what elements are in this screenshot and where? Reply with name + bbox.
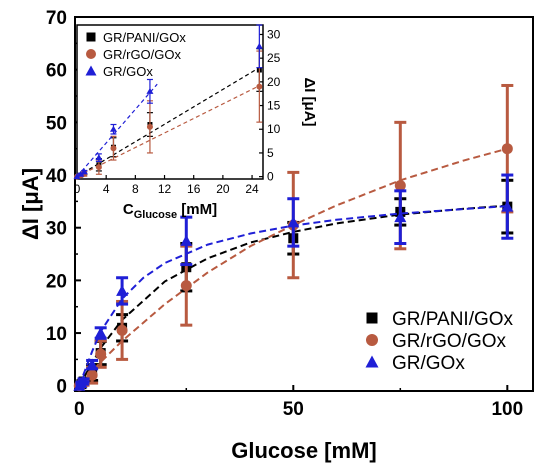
x-axis-label: Glucose [mM] bbox=[231, 438, 376, 463]
inset-data-point bbox=[109, 125, 117, 132]
inset-x-axis-label: CGlucose [mM] bbox=[123, 201, 217, 221]
inset-x-tick-label: 4 bbox=[103, 182, 110, 196]
inset-y-tick-label: 30 bbox=[267, 27, 281, 41]
inset-legend-label: GR/PANI/GOx bbox=[103, 30, 186, 45]
y-tick-label: 20 bbox=[46, 271, 67, 292]
inset-y-tick-label: 5 bbox=[267, 146, 274, 160]
inset-data-point bbox=[256, 83, 263, 90]
data-point bbox=[77, 374, 90, 386]
inset-x-tick-label: 20 bbox=[216, 182, 230, 196]
inset-y-tick-label: 15 bbox=[267, 99, 281, 113]
data-point bbox=[501, 143, 513, 155]
inset-y-tick-label: 20 bbox=[267, 75, 281, 89]
inset-legend-label: GR/GOx bbox=[103, 64, 153, 79]
y-tick-label: 0 bbox=[56, 377, 67, 398]
data-point bbox=[180, 280, 192, 292]
main-plot-frame bbox=[74, 16, 534, 392]
inset-x-tick-label: 16 bbox=[187, 182, 201, 196]
x-tick-label: 50 bbox=[283, 399, 304, 420]
inset-chart: 0 4 8 12 16 20 24 0 5 10 15 20 25 30 CGlucose [mM] ΔI [… bbox=[73, 24, 318, 221]
y-tick-label: 40 bbox=[46, 166, 67, 187]
inset-plot-frame bbox=[76, 24, 264, 180]
y-tick-label: 10 bbox=[46, 324, 67, 345]
inset-x-label-sub: Glucose bbox=[134, 209, 177, 221]
inset-data-point bbox=[80, 168, 88, 175]
legend-label: GR/GOx bbox=[392, 353, 465, 374]
data-point bbox=[394, 180, 406, 192]
data-point bbox=[95, 348, 107, 360]
legend-marker bbox=[366, 312, 378, 324]
data-point bbox=[86, 358, 99, 370]
legend-label: GR/rGO/GOx bbox=[392, 331, 507, 352]
inset-y-tick-label: 10 bbox=[267, 122, 281, 136]
inset-x-tick-label: 24 bbox=[245, 182, 259, 196]
fit-curve bbox=[78, 204, 508, 387]
inset-data-point bbox=[146, 87, 154, 94]
data-point bbox=[180, 234, 193, 246]
data-point bbox=[94, 327, 107, 339]
y-tick-label: 70 bbox=[46, 8, 67, 29]
inset-data-point bbox=[95, 164, 102, 171]
y-tick-label: 50 bbox=[46, 113, 67, 134]
inset-series-triangle bbox=[73, 24, 263, 180]
x-tick-label: 100 bbox=[491, 399, 523, 420]
inset-legend-marker bbox=[86, 32, 96, 42]
y-axis-label: ΔI [μA] bbox=[18, 168, 43, 240]
inset-data-point bbox=[95, 154, 103, 161]
legend-label: GR/PANI/GOx bbox=[392, 309, 514, 330]
inset-data-point bbox=[77, 170, 85, 177]
data-point bbox=[394, 211, 407, 223]
inset-data-point bbox=[73, 173, 81, 180]
x-tick-label: 0 bbox=[74, 399, 85, 420]
inset-legend-label: GR/rGO/GOx bbox=[103, 47, 182, 62]
fit-curve bbox=[78, 147, 508, 387]
inset-y-tick-label: 0 bbox=[267, 170, 274, 184]
y-tick-label: 60 bbox=[46, 61, 67, 82]
legend-marker bbox=[366, 334, 378, 346]
inset-fit-line bbox=[76, 85, 260, 178]
data-point bbox=[116, 324, 128, 336]
inset-x-tick-label: 0 bbox=[74, 182, 81, 196]
inset-x-tick-label: 8 bbox=[132, 182, 139, 196]
y-tick-label: 30 bbox=[46, 219, 67, 240]
inset-data-point bbox=[255, 42, 263, 49]
inset-x-label-unit: [mM] bbox=[177, 201, 217, 218]
inset-data-point bbox=[146, 123, 153, 130]
data-point bbox=[116, 284, 129, 296]
inset-y-tick-label: 25 bbox=[267, 51, 281, 65]
inset-fit-line bbox=[76, 67, 260, 178]
series-triangle bbox=[73, 173, 514, 391]
inset-x-label-main: C bbox=[123, 201, 134, 218]
inset-y-axis-label: ΔI [μA] bbox=[301, 77, 318, 126]
data-point bbox=[501, 200, 514, 212]
inset-data-point bbox=[110, 145, 117, 152]
inset-legend: GR/PANI/GOx GR/rGO/GOx GR/GOx bbox=[85, 30, 186, 79]
legend-marker bbox=[365, 355, 379, 368]
inset-legend-marker bbox=[85, 65, 97, 76]
inset-legend-marker bbox=[86, 49, 96, 59]
data-point bbox=[287, 216, 300, 228]
inset-x-tick-label: 12 bbox=[158, 182, 172, 196]
inset-fit-line bbox=[76, 83, 158, 177]
